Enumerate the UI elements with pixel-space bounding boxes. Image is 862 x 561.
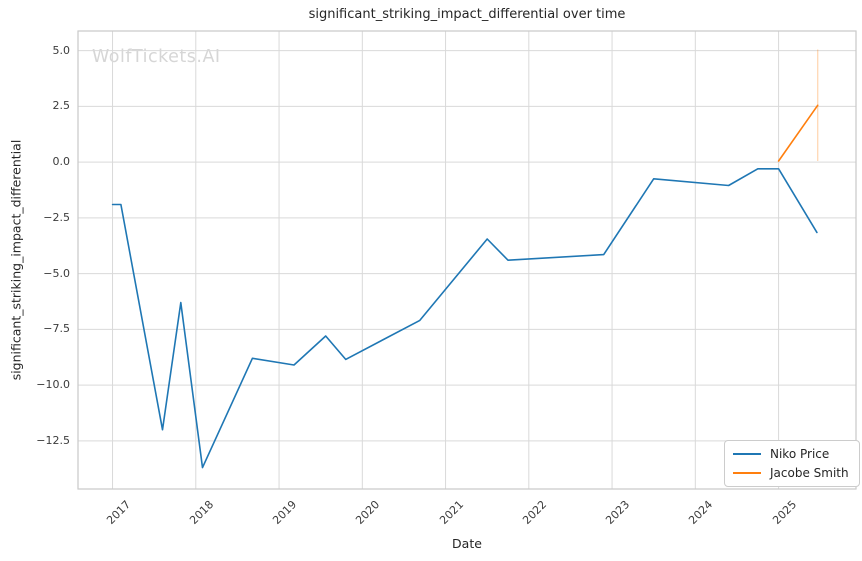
legend-label: Jacobe Smith — [770, 466, 849, 480]
watermark: WolfTickets.AI — [92, 47, 221, 67]
legend-item-jacobe-smith: Jacobe Smith — [733, 466, 849, 480]
y-tick-label: −10.0 — [36, 378, 70, 392]
plot-spines — [77, 30, 857, 490]
x-axis-label: Date — [452, 536, 482, 551]
legend-line-swatch — [733, 453, 761, 455]
y-tick-label: −5.0 — [43, 266, 70, 280]
chart-title: significant_striking_impact_differential… — [308, 7, 626, 22]
legend-label: Niko Price — [770, 447, 830, 461]
y-tick-label: 2.5 — [52, 99, 71, 113]
y-tick-label: −12.5 — [36, 433, 70, 447]
y-tick-label: 5.0 — [52, 43, 71, 57]
series-line-jacobe-smith — [777, 104, 819, 162]
legend: Niko Price Jacobe Smith — [724, 440, 860, 487]
y-tick-label: −7.5 — [43, 322, 70, 336]
legend-item-niko-price: Niko Price — [733, 447, 849, 461]
y-tick-label: 0.0 — [52, 155, 71, 169]
y-axis-label: significant_striking_impact_differential — [8, 139, 24, 381]
series-line-niko-price — [111, 168, 818, 469]
y-tick-label: −2.5 — [43, 210, 70, 224]
legend-line-swatch — [733, 472, 761, 474]
